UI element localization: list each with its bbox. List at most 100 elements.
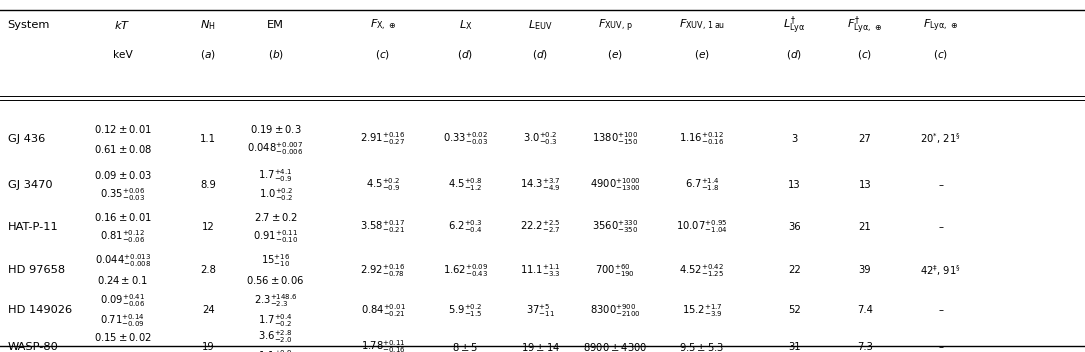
Text: $1380^{+100}_{-150}$: $1380^{+100}_{-150}$ bbox=[592, 131, 638, 147]
Text: $15^{+16}_{-10}$: $15^{+16}_{-10}$ bbox=[261, 252, 290, 269]
Text: 36: 36 bbox=[788, 222, 801, 232]
Text: $11.1^{+1.1}_{-3.3}$: $11.1^{+1.1}_{-3.3}$ bbox=[520, 262, 561, 279]
Text: $N_{\rm H}$: $N_{\rm H}$ bbox=[201, 18, 216, 32]
Text: $1.7^{+0.4}_{-0.2}$: $1.7^{+0.4}_{-0.2}$ bbox=[258, 312, 293, 328]
Text: $(b)$: $(b)$ bbox=[268, 48, 283, 61]
Text: $5.9^{+0.2}_{-1.5}$: $5.9^{+0.2}_{-1.5}$ bbox=[448, 302, 483, 319]
Text: $0.35^{+0.06}_{-0.03}$: $0.35^{+0.06}_{-0.03}$ bbox=[100, 186, 145, 203]
Text: $15.2^{+1.7}_{-3.9}$: $15.2^{+1.7}_{-3.9}$ bbox=[681, 302, 723, 319]
Text: 2.8: 2.8 bbox=[201, 265, 216, 275]
Text: $1.78^{+0.11}_{-0.16}$: $1.78^{+0.11}_{-0.16}$ bbox=[360, 338, 406, 352]
Text: 21: 21 bbox=[858, 222, 871, 232]
Text: $3.58^{+0.17}_{-0.21}$: $3.58^{+0.17}_{-0.21}$ bbox=[360, 219, 406, 235]
Text: $2.7\pm 0.2$: $2.7\pm 0.2$ bbox=[254, 211, 297, 224]
Text: $F_{\rm X,\,\oplus}$: $F_{\rm X,\,\oplus}$ bbox=[370, 18, 396, 33]
Text: 27: 27 bbox=[858, 134, 871, 144]
Text: $4900^{+1000}_{-1300}$: $4900^{+1000}_{-1300}$ bbox=[590, 176, 640, 193]
Text: –: – bbox=[939, 222, 943, 232]
Text: $0.15\pm 0.02$: $0.15\pm 0.02$ bbox=[93, 331, 152, 343]
Text: HD 149026: HD 149026 bbox=[8, 306, 72, 315]
Text: $22.2^{+2.5}_{-2.7}$: $22.2^{+2.5}_{-2.7}$ bbox=[520, 219, 561, 235]
Text: $4.5^{+0.8}_{-1.2}$: $4.5^{+0.8}_{-1.2}$ bbox=[448, 176, 483, 193]
Text: GJ 436: GJ 436 bbox=[8, 134, 44, 144]
Text: $(e)$: $(e)$ bbox=[694, 48, 710, 61]
Text: –: – bbox=[939, 306, 943, 315]
Text: 39: 39 bbox=[858, 265, 871, 275]
Text: $1.1^{+0.9}_{-0.6}$: $1.1^{+0.9}_{-0.6}$ bbox=[258, 348, 293, 352]
Text: $L_{\rm X}$: $L_{\rm X}$ bbox=[459, 18, 472, 32]
Text: 19: 19 bbox=[202, 342, 215, 352]
Text: –: – bbox=[939, 180, 943, 190]
Text: $0.24\pm 0.1$: $0.24\pm 0.1$ bbox=[97, 274, 149, 286]
Text: 13: 13 bbox=[788, 180, 801, 190]
Text: $2.92^{+0.16}_{-0.78}$: $2.92^{+0.16}_{-0.78}$ bbox=[360, 262, 406, 279]
Text: $6.2^{+0.3}_{-0.4}$: $6.2^{+0.3}_{-0.4}$ bbox=[448, 219, 483, 235]
Text: $0.81^{+0.12}_{-0.06}$: $0.81^{+0.12}_{-0.06}$ bbox=[100, 228, 145, 245]
Text: $(c)$: $(c)$ bbox=[857, 48, 872, 61]
Text: $F_{\rm XUV,\,p}$: $F_{\rm XUV,\,p}$ bbox=[598, 17, 633, 33]
Text: $2.91^{+0.16}_{-0.27}$: $2.91^{+0.16}_{-0.27}$ bbox=[360, 131, 406, 147]
Text: $(c)$: $(c)$ bbox=[375, 48, 391, 61]
Text: $0.09^{+0.41}_{-0.06}$: $0.09^{+0.41}_{-0.06}$ bbox=[100, 293, 145, 309]
Text: –: – bbox=[939, 342, 943, 352]
Text: $0.73\pm 0.09$: $0.73\pm 0.09$ bbox=[94, 350, 151, 352]
Text: $37^{+5}_{-11}$: $37^{+5}_{-11}$ bbox=[526, 302, 554, 319]
Text: $(d)$: $(d)$ bbox=[458, 48, 473, 61]
Text: $4.5^{+0.2}_{-0.9}$: $4.5^{+0.2}_{-0.9}$ bbox=[366, 176, 400, 193]
Text: HAT-P-11: HAT-P-11 bbox=[8, 222, 59, 232]
Text: 1.1: 1.1 bbox=[201, 134, 216, 144]
Text: $700^{+60}_{-190}$: $700^{+60}_{-190}$ bbox=[596, 262, 635, 279]
Text: $F^{\dagger}_{\rm Ly\alpha,\,\oplus}$: $F^{\dagger}_{\rm Ly\alpha,\,\oplus}$ bbox=[846, 14, 883, 37]
Text: $0.91^{+0.11}_{-0.10}$: $0.91^{+0.11}_{-0.10}$ bbox=[253, 228, 298, 245]
Text: 3: 3 bbox=[791, 134, 797, 144]
Text: $0.048^{+0.007}_{-0.006}$: $0.048^{+0.007}_{-0.006}$ bbox=[247, 140, 304, 157]
Text: $3.0^{+0.2}_{-0.3}$: $3.0^{+0.2}_{-0.3}$ bbox=[523, 131, 558, 147]
Text: $0.33^{+0.02}_{-0.03}$: $0.33^{+0.02}_{-0.03}$ bbox=[443, 131, 488, 147]
Text: $20^{*}$, $21^{\S}$: $20^{*}$, $21^{\S}$ bbox=[920, 132, 961, 146]
Text: $(d)$: $(d)$ bbox=[787, 48, 802, 61]
Text: $8\pm 5$: $8\pm 5$ bbox=[452, 341, 478, 352]
Text: $0.71^{+0.14}_{-0.09}$: $0.71^{+0.14}_{-0.09}$ bbox=[100, 312, 145, 328]
Text: $L^{\dagger}_{\rm Ly\alpha}$: $L^{\dagger}_{\rm Ly\alpha}$ bbox=[783, 14, 805, 37]
Text: 52: 52 bbox=[788, 306, 801, 315]
Text: $0.09\pm 0.03$: $0.09\pm 0.03$ bbox=[93, 169, 152, 181]
Text: $F_{\rm Ly\alpha,\,\oplus}$: $F_{\rm Ly\alpha,\,\oplus}$ bbox=[922, 17, 959, 33]
Text: 31: 31 bbox=[788, 342, 801, 352]
Text: System: System bbox=[8, 20, 50, 30]
Text: $F_{\rm XUV,\,1\,au}$: $F_{\rm XUV,\,1\,au}$ bbox=[679, 18, 725, 33]
Text: $0.16\pm 0.01$: $0.16\pm 0.01$ bbox=[93, 211, 152, 224]
Text: $19\pm 14$: $19\pm 14$ bbox=[521, 341, 560, 352]
Text: $6.7^{+1.4}_{-1.8}$: $6.7^{+1.4}_{-1.8}$ bbox=[685, 176, 719, 193]
Text: $(e)$: $(e)$ bbox=[608, 48, 623, 61]
Text: $kT$: $kT$ bbox=[115, 19, 130, 31]
Text: WASP-80: WASP-80 bbox=[8, 342, 59, 352]
Text: $1.0^{+0.2}_{-0.2}$: $1.0^{+0.2}_{-0.2}$ bbox=[258, 186, 293, 203]
Text: $4.52^{+0.42}_{-1.25}$: $4.52^{+0.42}_{-1.25}$ bbox=[679, 262, 725, 279]
Text: $0.61\pm 0.08$: $0.61\pm 0.08$ bbox=[93, 143, 152, 155]
Text: $14.3^{+3.7}_{-4.9}$: $14.3^{+3.7}_{-4.9}$ bbox=[520, 176, 561, 193]
Text: $L_{\rm EUV}$: $L_{\rm EUV}$ bbox=[528, 18, 552, 32]
Text: $0.12\pm 0.01$: $0.12\pm 0.01$ bbox=[93, 123, 152, 136]
Text: GJ 3470: GJ 3470 bbox=[8, 180, 52, 190]
Text: $1.7^{+4.1}_{-0.9}$: $1.7^{+4.1}_{-0.9}$ bbox=[258, 167, 293, 183]
Text: $(a)$: $(a)$ bbox=[201, 48, 216, 61]
Text: $0.044^{+0.013}_{-0.008}$: $0.044^{+0.013}_{-0.008}$ bbox=[94, 252, 151, 269]
Text: $10.07^{+0.95}_{-1.04}$: $10.07^{+0.95}_{-1.04}$ bbox=[676, 219, 728, 235]
Text: 22: 22 bbox=[788, 265, 801, 275]
Text: $8300^{+900}_{-2100}$: $8300^{+900}_{-2100}$ bbox=[590, 302, 640, 319]
Text: $0.84^{+0.01}_{-0.21}$: $0.84^{+0.01}_{-0.21}$ bbox=[360, 302, 406, 319]
Text: $(d)$: $(d)$ bbox=[533, 48, 548, 61]
Text: $3560^{+330}_{-350}$: $3560^{+330}_{-350}$ bbox=[592, 219, 638, 235]
Text: EM: EM bbox=[267, 20, 284, 30]
Text: $9.5\pm 5.3$: $9.5\pm 5.3$ bbox=[679, 341, 725, 352]
Text: 13: 13 bbox=[858, 180, 871, 190]
Text: $2.3^{+148.6}_{-2.3}$: $2.3^{+148.6}_{-2.3}$ bbox=[254, 293, 297, 309]
Text: $0.56\pm 0.06$: $0.56\pm 0.06$ bbox=[246, 274, 305, 286]
Text: $8900\pm 4300$: $8900\pm 4300$ bbox=[583, 341, 648, 352]
Text: 8.9: 8.9 bbox=[201, 180, 216, 190]
Text: keV: keV bbox=[113, 50, 132, 59]
Text: $42^{\ddagger}$, $91^{\S}$: $42^{\ddagger}$, $91^{\S}$ bbox=[920, 263, 961, 278]
Text: $3.6^{+2.8}_{-2.0}$: $3.6^{+2.8}_{-2.0}$ bbox=[258, 329, 293, 345]
Text: 24: 24 bbox=[202, 306, 215, 315]
Text: $(c)$: $(c)$ bbox=[933, 48, 948, 61]
